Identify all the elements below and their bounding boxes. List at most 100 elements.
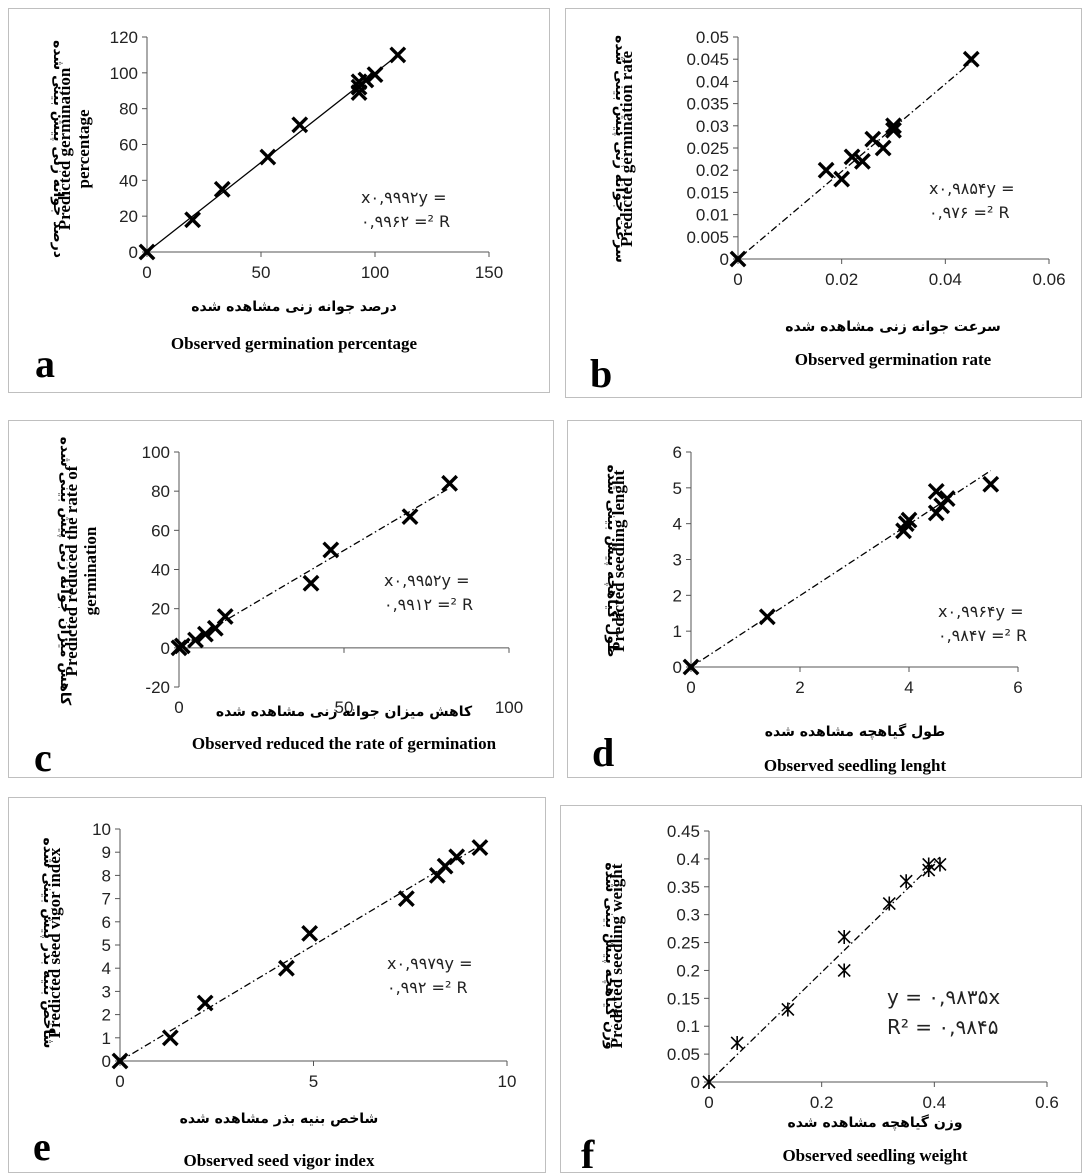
x-axis-label-en: Observed seed vigor index [184,1151,375,1170]
data-point [350,84,368,101]
y-tick-label: 6 [673,443,682,462]
chart-e: 0 1 2 3 4 5 6 7 8 9 10 0 5 10 x۰,۹۹۷۹y = ۰,۹۹۲ =² R شاخص… [33,820,516,1170]
y-tick-label: 0.05 [696,28,729,47]
point-marker [401,508,419,526]
y-tick-label: 2 [673,586,682,605]
data-point [730,1035,744,1050]
y-tick-label: 5 [673,479,682,498]
panel-letter: e [33,1124,51,1169]
point-marker [357,71,375,89]
trendline-equation-line: x۰,۹۹۶۴y = [938,602,1023,621]
panel-letter: b [590,351,612,396]
point-marker [882,896,896,911]
y-axis-label-en: Predicted seedling lenght [609,470,628,652]
y-tick-label: 120 [110,28,138,47]
y-axis-label-fa: شاخص بنیه بذر پیش بینی شده [40,838,56,1049]
y-tick-label: 0 [720,250,729,269]
trendline-equation-line: ۰,۹۹۲ =² R [387,978,468,997]
trendline-equation-line: x۰,۹۹۵۲y = [384,571,469,590]
x-axis-label-fa: سرعت جوانه زنی مشاهده شده [785,319,1001,335]
x-tick-label: 0.02 [825,270,858,289]
data-point [187,631,204,649]
y-tick-label: -20 [145,678,170,697]
data-point [922,857,936,872]
y-tick-label: 0.45 [667,822,700,841]
panel-letter: a [35,341,55,386]
data-point [933,857,947,872]
y-tick-label: 40 [119,171,138,190]
data-point [837,963,851,978]
x-axis-label-fa: درصد جوانه زنی مشاهده شده [191,299,397,315]
trendline [178,487,450,649]
data-point [833,170,851,188]
y-tick-label: 0.02 [696,161,729,180]
point-marker [938,490,956,507]
chart-panel-e: 0 1 2 3 4 5 6 7 8 9 10 0 5 10 x۰,۹۹۷۹y = ۰,۹۹۲ =² R شاخص… [8,797,546,1173]
data-point [962,50,980,68]
x-axis-label-en: Observed reduced the rate of germination [192,734,497,753]
x-tick-label: 50 [335,698,354,717]
y-tick-label: 9 [102,843,111,862]
point-marker [213,180,231,198]
x-tick-label: 0.04 [929,270,962,289]
point-marker [682,658,700,676]
x-tick-label: 50 [252,263,271,282]
y-tick-label: 4 [102,959,111,978]
point-marker [196,625,214,643]
x-axis-label-fa: شاخص بنیه بذر مشاهده شده [180,1111,379,1127]
point-marker [982,475,1000,493]
chart-panel-d: 0 1 2 3 4 5 6 0 2 4 6 x۰,۹۹۶۴y = ۰,۹۸۴۷ =² R طول گیاه… [567,420,1082,778]
y-tick-label: 2 [102,1006,111,1025]
point-marker [471,839,489,856]
point-marker [837,963,851,978]
y-tick-label: 0.04 [696,72,729,91]
y-tick-label: 0.2 [676,961,700,980]
y-tick-label: 0.4 [676,850,700,869]
y-tick-label: 60 [151,521,170,540]
x-tick-label: 0.6 [1035,1093,1059,1112]
data-point [448,848,466,866]
y-axis-label-fa: سرعت جوانه زنی پیش بینی شده [612,35,628,263]
y-tick-label: 4 [673,515,682,534]
point-marker [885,121,902,139]
y-tick-label: 5 [102,936,111,955]
point-marker [278,959,295,977]
y-axis-label-en: Predicted seedling weight [607,863,626,1048]
data-point [837,929,851,944]
y-tick-label: 0.03 [696,117,729,136]
data-point [196,994,214,1012]
point-marker [161,1029,179,1047]
data-point [366,66,384,84]
trendline-equation-line: ۰,۹۹۱۲ =² R [384,595,473,614]
data-point [389,46,407,64]
point-marker [927,483,945,500]
point-marker [196,994,214,1012]
y-tick-label: 0.045 [686,50,729,69]
y-tick-label: 20 [151,600,170,619]
y-tick-label: 3 [102,982,111,1001]
data-point [322,541,340,559]
data-point [900,511,918,529]
point-marker [301,924,319,942]
x-tick-label: 2 [795,678,804,697]
y-tick-label: 0.05 [667,1045,700,1064]
data-point [781,1002,795,1017]
y-axis-label-fa: درصد جوانه زنی پیش بینی شده [50,40,66,258]
point-marker [900,511,918,529]
x-tick-label: 0 [686,678,695,697]
point-marker [833,170,851,188]
data-point [843,148,861,166]
y-tick-label: 3 [673,551,682,570]
data-point [899,874,913,889]
x-tick-label: 150 [475,263,503,282]
chart-panel-a: 0 20 40 60 80 100 120 0 50 100 150 x۰,۹۹۹۲y = ۰,۹۹۶۲… [8,8,550,393]
y-tick-label: 1 [102,1029,111,1048]
trendline-equation-line: x۰,۹۹۹۲y = [361,188,446,207]
y-tick-label: 0.15 [667,989,700,1008]
y-tick-label: 80 [151,482,170,501]
y-tick-label: 0.015 [686,183,729,202]
panel-letter: f [581,1132,595,1174]
y-tick-label: 0.01 [696,206,729,225]
y-axis-label-en: germination [81,526,100,615]
